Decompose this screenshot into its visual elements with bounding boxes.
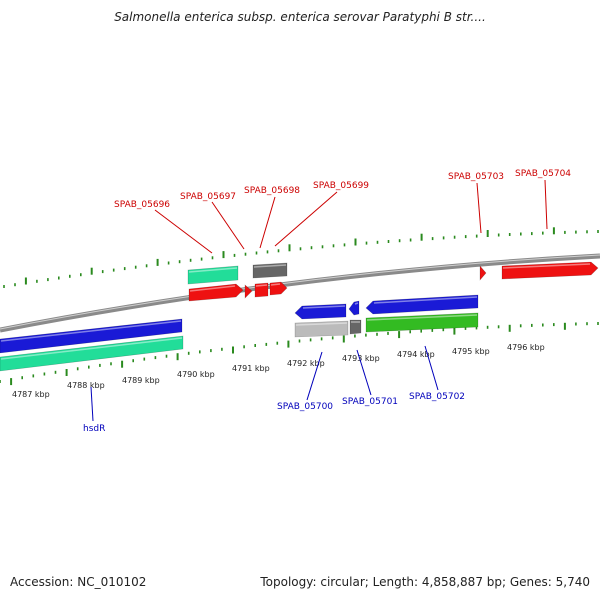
gene-label-spab-05699[interactable]: SPAB_05699: [313, 181, 369, 191]
gene-blue-05702[interactable]: [365, 294, 479, 315]
gene-label-spab-05701[interactable]: SPAB_05701: [342, 397, 398, 407]
callout-line: [476, 182, 482, 234]
scale-label: 4792 kbp: [287, 359, 325, 368]
scale-label: 4789 kbp: [122, 376, 160, 385]
scale-label: 4788 kbp: [67, 381, 105, 390]
gene-highlight: [189, 285, 236, 292]
gene-highlight: [373, 296, 478, 304]
gene-highlight: [502, 263, 591, 269]
upper-scale-ticks: [3, 227, 599, 288]
gene-features[interactable]: [0, 261, 599, 372]
gene-lightgray-05700[interactable]: [294, 320, 349, 338]
gene-highlight: [270, 283, 281, 286]
gene-red-05703[interactable]: [479, 265, 487, 281]
gene-hsdr-blue[interactable]: [0, 318, 183, 354]
gene-label-spab-05703[interactable]: SPAB_05703: [448, 172, 504, 182]
accession-text: Accession: NC_010102: [10, 575, 147, 589]
gene-gray-upper[interactable]: [252, 262, 288, 279]
scale-label: 4790 kbp: [177, 370, 215, 379]
gene-highlight: [354, 302, 359, 305]
scale-label: 4796 kbp: [507, 343, 545, 352]
top-gene-labels: SPAB_05696 SPAB_05697 SPAB_05698 SPAB_05…: [114, 169, 571, 210]
callout-line: [306, 351, 323, 401]
gene-highlight: [302, 305, 346, 309]
scale-label: 4791 kbp: [232, 364, 270, 373]
gene-label-hsdr[interactable]: hsdR: [83, 424, 105, 434]
gene-label-spab-05702[interactable]: SPAB_05702: [409, 392, 465, 402]
genome-backbone: [0, 253, 600, 333]
callout-line: [544, 179, 548, 230]
scale-label: 4794 kbp: [397, 350, 435, 359]
callout-line: [259, 196, 276, 249]
gene-blue-05701[interactable]: [348, 300, 360, 316]
gene-label-spab-05700[interactable]: SPAB_05700: [277, 402, 333, 412]
gene-highlight: [253, 264, 287, 268]
gene-label-spab-05697[interactable]: SPAB_05697: [180, 192, 236, 202]
gene-label-spab-05698[interactable]: SPAB_05698: [244, 186, 300, 196]
gene-gray-05701[interactable]: [349, 319, 362, 335]
gene-highlight: [255, 284, 268, 287]
gene-red-small-1[interactable]: [244, 284, 253, 299]
gene-teal-upper[interactable]: [187, 265, 239, 285]
gene-highlight: [0, 320, 182, 342]
gene-callouts: [90, 179, 548, 422]
gene-red-upper[interactable]: [188, 283, 244, 302]
gene-highlight: [0, 337, 183, 360]
gene-red-small-2[interactable]: [254, 282, 269, 298]
callout-line: [211, 201, 245, 250]
bottom-gene-labels: SPAB_05700 SPAB_05701 SPAB_05702 hsdR: [83, 392, 465, 434]
gene-highlight: [366, 314, 478, 321]
genome-summary-text: Topology: circular; Length: 4,858,887 bp…: [260, 575, 590, 589]
scale-label: 4787 kbp: [12, 390, 50, 399]
lower-scale-ticks: [0, 322, 599, 386]
scale-labels: 4787 kbp 4788 kbp 4789 kbp 4790 kbp 4791…: [12, 343, 545, 399]
genome-backbone-highlight: [0, 254, 600, 330]
gene-red-05704[interactable]: [501, 261, 599, 280]
gene-blue-05700[interactable]: [294, 303, 347, 320]
gene-highlight: [188, 267, 238, 273]
gene-hsdr-teal[interactable]: [0, 335, 184, 372]
callout-line: [424, 345, 439, 391]
genome-title: Salmonella enterica subsp. enterica sero…: [114, 10, 486, 24]
gene-red-small-3[interactable]: [269, 281, 288, 296]
gene-green-05702[interactable]: [365, 312, 479, 333]
scale-label: 4793 kbp: [342, 354, 380, 363]
callout-line: [154, 209, 213, 254]
gene-label-spab-05704[interactable]: SPAB_05704: [515, 169, 571, 179]
gene-label-spab-05696[interactable]: SPAB_05696: [114, 200, 170, 210]
callout-line: [90, 386, 94, 422]
gene-highlight: [295, 322, 348, 326]
callout-line: [274, 191, 338, 247]
scale-label: 4795 kbp: [452, 347, 490, 356]
callout-line: [356, 349, 372, 396]
